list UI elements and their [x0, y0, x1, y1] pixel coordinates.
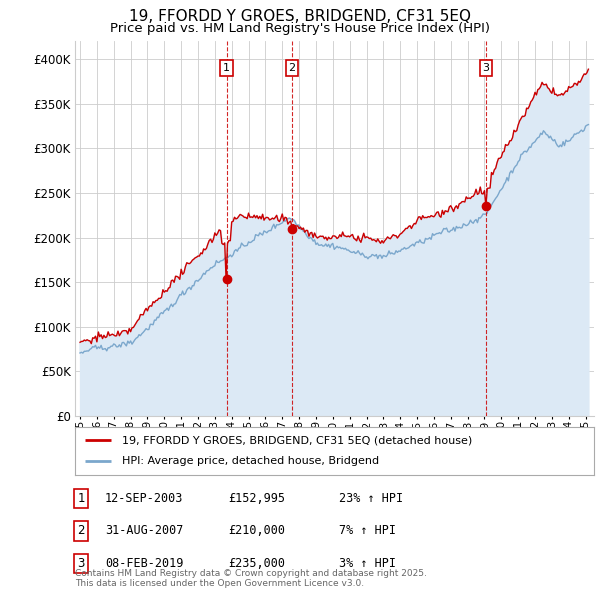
Text: 19, FFORDD Y GROES, BRIDGEND, CF31 5EQ: 19, FFORDD Y GROES, BRIDGEND, CF31 5EQ [129, 9, 471, 24]
Text: 3: 3 [77, 557, 85, 570]
Text: £152,995: £152,995 [228, 492, 285, 505]
Text: 12-SEP-2003: 12-SEP-2003 [105, 492, 184, 505]
Text: 1: 1 [77, 492, 85, 505]
Text: HPI: Average price, detached house, Bridgend: HPI: Average price, detached house, Brid… [122, 457, 379, 467]
Text: 19, FFORDD Y GROES, BRIDGEND, CF31 5EQ (detached house): 19, FFORDD Y GROES, BRIDGEND, CF31 5EQ (… [122, 435, 472, 445]
Text: 1: 1 [223, 63, 230, 73]
Text: 31-AUG-2007: 31-AUG-2007 [105, 525, 184, 537]
Text: 3: 3 [482, 63, 490, 73]
Text: £235,000: £235,000 [228, 557, 285, 570]
Text: 2: 2 [289, 63, 296, 73]
Text: 3% ↑ HPI: 3% ↑ HPI [339, 557, 396, 570]
Text: 7% ↑ HPI: 7% ↑ HPI [339, 525, 396, 537]
Text: Contains HM Land Registry data © Crown copyright and database right 2025.
This d: Contains HM Land Registry data © Crown c… [75, 569, 427, 588]
Text: 23% ↑ HPI: 23% ↑ HPI [339, 492, 403, 505]
Text: Price paid vs. HM Land Registry's House Price Index (HPI): Price paid vs. HM Land Registry's House … [110, 22, 490, 35]
Text: 2: 2 [77, 525, 85, 537]
Text: £210,000: £210,000 [228, 525, 285, 537]
Text: 08-FEB-2019: 08-FEB-2019 [105, 557, 184, 570]
